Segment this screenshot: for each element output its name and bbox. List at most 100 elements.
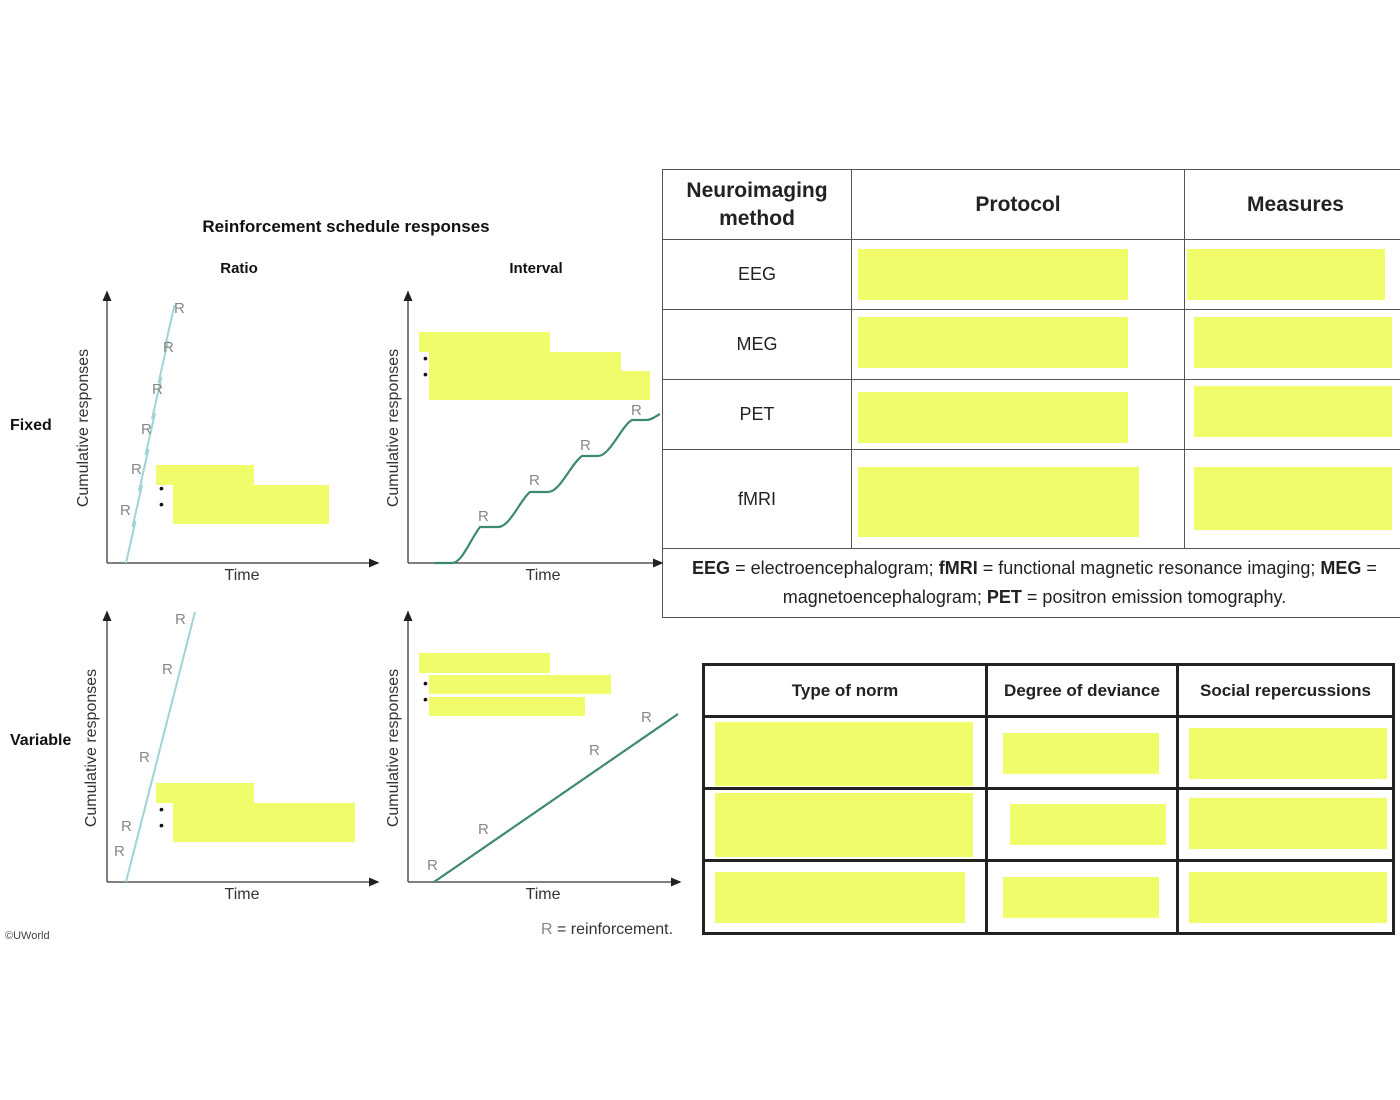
reinforcement-marker: R <box>120 502 131 519</box>
reinforcement-marker: R <box>478 508 489 525</box>
x-axis-label: Time <box>224 886 260 903</box>
highlight-redaction <box>429 675 611 694</box>
header-type-of-norm: Type of norm <box>702 663 988 718</box>
highlight-redaction <box>1189 872 1387 923</box>
reinforcement-marker: R <box>175 611 186 628</box>
reinforcement-marker: R <box>163 339 174 356</box>
reinforcement-marker: R <box>131 461 142 478</box>
deviance-cell <box>985 715 1179 790</box>
protocol-cell <box>851 379 1185 450</box>
reinforcement-marker: R <box>114 843 125 860</box>
norm-table: Type of norm Degree of deviance Social r… <box>702 663 1395 935</box>
highlight-redaction <box>1010 804 1166 845</box>
abbr: EEG <box>692 558 731 578</box>
fixed-interval-line <box>434 413 661 565</box>
abbr-def: = electroencephalogram; <box>730 558 939 578</box>
table-row <box>702 787 1395 862</box>
repercussion-cell <box>1176 787 1395 862</box>
norm-cell <box>702 859 988 935</box>
x-axis-label: Time <box>525 567 561 584</box>
legend-r: R <box>541 921 553 938</box>
neuroimaging-table: Neuroimaging method Protocol Measures EE… <box>662 169 1400 618</box>
abbr-def: = positron emission tomography. <box>1021 587 1287 607</box>
method-cell: PET <box>662 379 852 450</box>
deviance-cell <box>985 859 1179 935</box>
bullet: • • <box>159 801 164 833</box>
abbr: fMRI <box>938 558 978 578</box>
protocol-cell <box>851 309 1185 380</box>
legend-text: = reinforcement. <box>557 921 674 938</box>
reinforcement-marker: R <box>141 421 152 438</box>
highlight-redaction <box>1003 877 1159 918</box>
header-method: Neuroimaging method <box>662 169 852 240</box>
highlight-redaction <box>1194 467 1392 530</box>
table-row: EEG <box>662 239 1400 310</box>
row-header-fixed: Fixed <box>10 417 52 434</box>
highlight-redaction <box>419 332 550 352</box>
highlight-redaction <box>858 249 1128 300</box>
header-degree-of-deviance: Degree of deviance <box>985 663 1179 718</box>
reinforcement-marker: R <box>174 300 185 317</box>
measures-cell <box>1184 449 1400 549</box>
figure-title: Reinforcement schedule responses <box>202 217 490 236</box>
reinforcement-marker: R <box>152 381 163 398</box>
header-protocol: Protocol <box>851 169 1185 240</box>
highlight-redaction <box>858 467 1139 537</box>
col-header-interval: Interval <box>509 260 563 277</box>
method-cell: MEG <box>662 309 852 380</box>
header-measures: Measures <box>1184 169 1400 240</box>
abbreviation-footnote: EEG = electroencephalogram; fMRI = funct… <box>662 548 1400 618</box>
variable-ratio-line <box>125 611 196 883</box>
reinforcement-marker: R <box>641 709 652 726</box>
abbr: MEG <box>1320 558 1362 578</box>
highlight-redaction <box>1003 733 1159 774</box>
table-row <box>702 859 1395 935</box>
repercussion-cell <box>1176 859 1395 935</box>
table-row: PET <box>662 379 1400 450</box>
highlight-redaction <box>429 371 650 400</box>
highlight-redaction <box>715 722 973 786</box>
norm-cell <box>702 787 988 862</box>
table-row: MEG <box>662 309 1400 380</box>
table-row <box>702 715 1395 790</box>
highlight-redaction <box>1194 386 1392 437</box>
measures-cell <box>1184 379 1400 450</box>
bullet: • • <box>159 480 164 512</box>
reinforcement-marker: R <box>631 402 642 419</box>
highlight-redaction <box>1189 728 1387 779</box>
bullet: • • <box>423 350 428 382</box>
reinforcement-marker: R <box>529 472 540 489</box>
abbr-def: = functional magnetic resonance imaging; <box>977 558 1321 578</box>
highlight-redaction <box>173 485 329 524</box>
abbr-def: = magnetoencephalogram; <box>782 558 1377 607</box>
highlight-redaction <box>156 783 254 803</box>
highlight-redaction <box>1187 249 1385 300</box>
highlight-redaction <box>858 392 1128 443</box>
deviance-cell <box>985 787 1179 862</box>
highlight-redaction <box>715 793 973 857</box>
measures-cell <box>1184 309 1400 380</box>
x-axis-label: Time <box>224 567 260 584</box>
method-cell: EEG <box>662 239 852 310</box>
bullet: • • <box>423 675 428 707</box>
reinforcement-marker: R <box>427 857 438 874</box>
highlight-redaction <box>715 872 965 923</box>
variable-interval-line <box>433 713 679 883</box>
reinforcement-marker: R <box>478 821 489 838</box>
highlight-redaction <box>173 803 355 842</box>
highlight-redaction <box>1189 798 1387 849</box>
highlight-redaction <box>429 697 585 716</box>
norm-cell <box>702 715 988 790</box>
reinforcement-marker: R <box>580 437 591 454</box>
highlight-redaction <box>419 653 550 673</box>
fixed-ratio-line <box>125 304 176 564</box>
measures-cell <box>1184 239 1400 310</box>
repercussion-cell <box>1176 715 1395 790</box>
copyright: ©UWorld <box>5 930 50 942</box>
abbr: PET <box>986 587 1022 607</box>
method-cell: fMRI <box>662 449 852 549</box>
protocol-cell <box>851 449 1185 549</box>
reinforcement-marker: R <box>121 818 132 835</box>
highlight-redaction <box>156 465 254 485</box>
